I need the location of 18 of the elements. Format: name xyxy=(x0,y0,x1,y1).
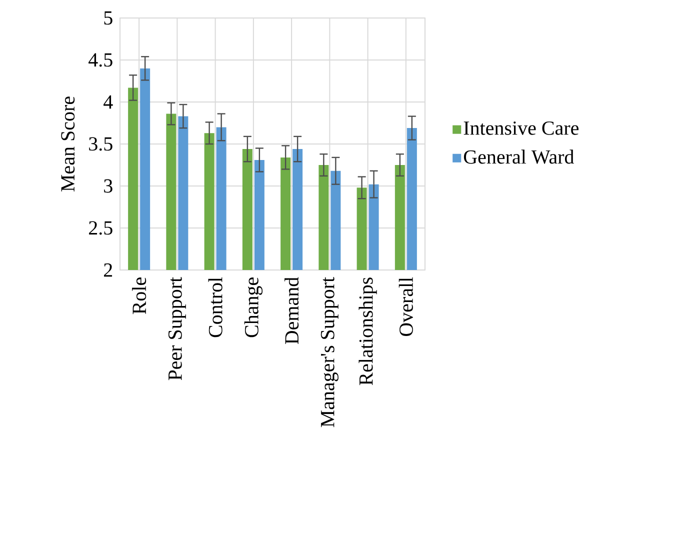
y-tick-label: 3.5 xyxy=(89,137,112,151)
y-tick-label: 2 xyxy=(104,263,112,277)
x-tick-label: Demand xyxy=(284,277,299,344)
y-tick-label: 4 xyxy=(104,95,113,109)
y-tick-label: 3 xyxy=(104,179,112,193)
y-tick-label: 2.5 xyxy=(89,221,112,235)
x-tick-label: Overall xyxy=(398,277,413,336)
y-tick-label: 5 xyxy=(104,11,112,25)
y-tick-label: 4.5 xyxy=(88,53,112,67)
x-tick-label: Relationships xyxy=(358,278,377,386)
x-tick-label: Manager's Support xyxy=(320,276,338,428)
y-axis-title: Mean Score xyxy=(61,96,75,192)
x-tick-label: Role xyxy=(132,278,146,314)
x-tick-label: Control xyxy=(208,277,222,338)
legend-label: Intensive Care xyxy=(464,121,579,135)
x-tick-label: Change xyxy=(244,278,263,338)
x-tick-label: Peer Support xyxy=(168,276,186,380)
legend-label: General Ward xyxy=(464,150,574,164)
